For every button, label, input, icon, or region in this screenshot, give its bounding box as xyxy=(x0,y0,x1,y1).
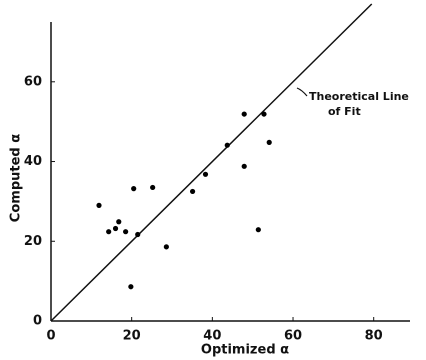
point xyxy=(261,111,267,117)
point xyxy=(150,184,156,191)
annotation: of Fit xyxy=(328,105,361,118)
point xyxy=(241,163,247,169)
x-axis-label: Optimized α xyxy=(201,343,289,358)
annotation: Theoretical Line xyxy=(309,90,409,103)
point xyxy=(96,202,102,208)
point xyxy=(241,111,247,117)
y-tick-label: 40 xyxy=(24,154,42,169)
y-axis-label: Computed α xyxy=(9,134,24,222)
point xyxy=(128,284,134,290)
point xyxy=(123,229,129,235)
point xyxy=(266,139,272,145)
point xyxy=(202,171,209,177)
point xyxy=(163,244,169,250)
point xyxy=(189,188,196,195)
y-tick-label: 60 xyxy=(24,74,42,89)
point xyxy=(135,231,141,238)
fit-line xyxy=(50,3,373,322)
point xyxy=(255,227,261,233)
point xyxy=(106,229,112,235)
annotation-leader xyxy=(296,87,308,97)
y-tick-label: 20 xyxy=(24,234,42,249)
x-tick-label: 0 xyxy=(46,329,55,344)
point xyxy=(112,225,119,232)
x-tick-label: 40 xyxy=(203,329,221,344)
x-tick-label: 20 xyxy=(123,329,141,344)
point xyxy=(116,219,122,225)
point xyxy=(131,186,137,192)
point xyxy=(224,142,230,148)
x-tick-label: 60 xyxy=(284,329,302,344)
y-tick-label: 0 xyxy=(33,314,42,329)
x-tick-label: 80 xyxy=(365,329,383,344)
